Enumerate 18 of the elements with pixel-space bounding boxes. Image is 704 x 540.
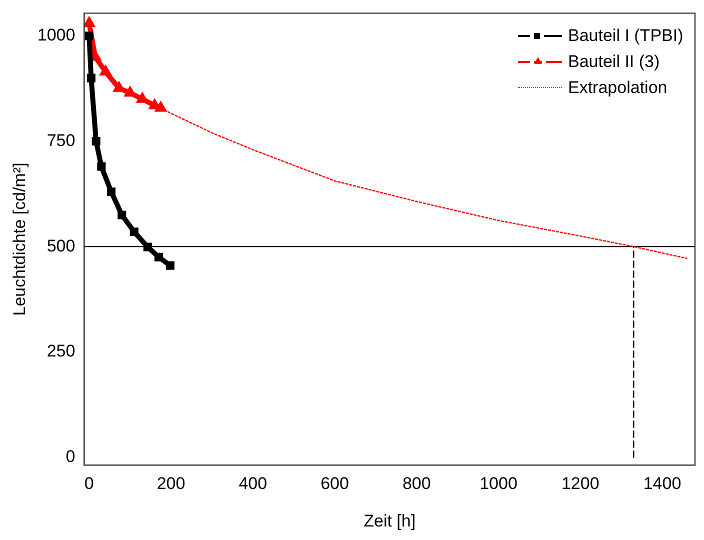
x-tick-label: 200 (156, 474, 186, 494)
y-tick-label: 500 (46, 236, 76, 256)
x-tick-label: 0 (84, 474, 94, 494)
x-tick-label: 400 (238, 474, 268, 494)
legend-label: Bauteil I (TPBI) (568, 25, 684, 48)
x-tick-label: 600 (320, 474, 349, 494)
x-tick-label: 1200 (561, 474, 600, 494)
y-tick-label: 250 (46, 342, 76, 361)
x-tick-label: 1000 (480, 474, 518, 494)
y-tick-label: 1000 (37, 26, 76, 45)
y-axis-title: Leuchtdichte [cd/m²] (10, 162, 29, 316)
y-tick-label: 750 (46, 130, 76, 150)
x-axis-title: Zeit [h] (364, 511, 416, 530)
y-tick-label: 0 (66, 446, 76, 466)
legend-label: Extrapolation (568, 77, 668, 100)
x-tick-label: 1400 (643, 474, 682, 494)
x-tick-label: 800 (402, 474, 431, 494)
legend-label: Bauteil II (3) (568, 51, 660, 74)
